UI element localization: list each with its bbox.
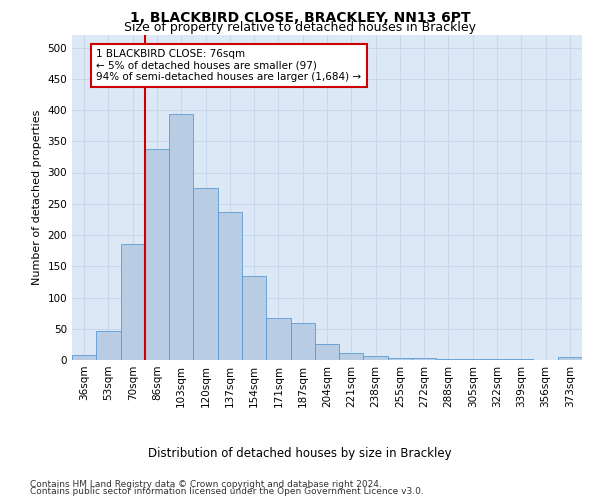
Bar bbox=[72, 355, 96, 360]
Bar bbox=[436, 359, 461, 360]
Bar bbox=[145, 149, 169, 360]
Bar bbox=[218, 212, 242, 360]
Bar bbox=[169, 114, 193, 360]
Bar bbox=[96, 331, 121, 360]
Bar bbox=[266, 318, 290, 360]
Text: Distribution of detached houses by size in Brackley: Distribution of detached houses by size … bbox=[148, 448, 452, 460]
Bar bbox=[339, 352, 364, 360]
Text: Contains HM Land Registry data © Crown copyright and database right 2024.: Contains HM Land Registry data © Crown c… bbox=[30, 480, 382, 489]
Text: Contains public sector information licensed under the Open Government Licence v3: Contains public sector information licen… bbox=[30, 488, 424, 496]
Text: Size of property relative to detached houses in Brackley: Size of property relative to detached ho… bbox=[124, 22, 476, 35]
Bar bbox=[242, 276, 266, 360]
Bar bbox=[388, 358, 412, 360]
Bar bbox=[121, 244, 145, 360]
Bar bbox=[412, 358, 436, 360]
Text: 1, BLACKBIRD CLOSE, BRACKLEY, NN13 6PT: 1, BLACKBIRD CLOSE, BRACKLEY, NN13 6PT bbox=[130, 11, 470, 25]
Bar bbox=[558, 357, 582, 360]
Bar bbox=[290, 322, 315, 360]
Bar bbox=[193, 188, 218, 360]
Bar bbox=[364, 356, 388, 360]
Text: 1 BLACKBIRD CLOSE: 76sqm
← 5% of detached houses are smaller (97)
94% of semi-de: 1 BLACKBIRD CLOSE: 76sqm ← 5% of detache… bbox=[96, 49, 361, 82]
Y-axis label: Number of detached properties: Number of detached properties bbox=[32, 110, 42, 285]
Bar bbox=[315, 344, 339, 360]
